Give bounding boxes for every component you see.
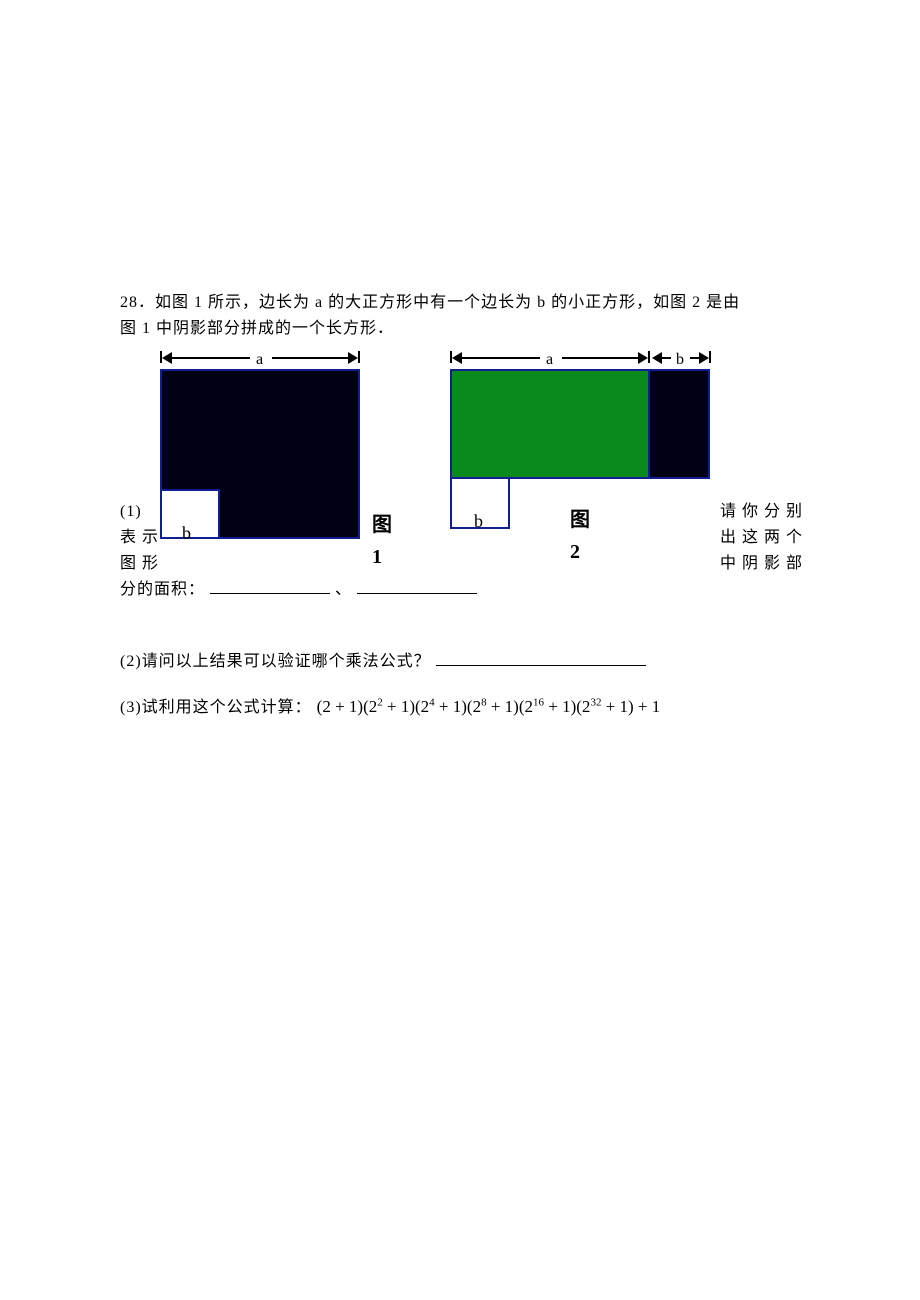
fig1-dimension-a: a — [160, 349, 360, 367]
figures-row: (1) 表 示 图 形 a b 图1 — [120, 349, 800, 569]
fig2-main-rect — [450, 369, 650, 479]
problem-stem: 28．如图 1 所示，边长为 a 的大正方形中有一个边长为 b 的小正方形，如图… — [120, 290, 800, 341]
part-2: (2)请问以上结果可以验证哪个乘法公式？ — [120, 649, 800, 675]
part1-right-l2: 出 这 两 个 — [720, 525, 810, 551]
fig1-small-cutout — [162, 489, 220, 537]
fig1-label-b: b — [182, 519, 191, 548]
part1-blank-2 — [357, 577, 477, 594]
part3-expression: (2 + 1)(22 + 1)(24 + 1)(28 + 1)(216 + 1)… — [317, 697, 661, 716]
fig2-label-b: b — [474, 507, 483, 536]
problem-28: 28．如图 1 所示，边长为 a 的大正方形中有一个边长为 b 的小正方形，如图… — [120, 290, 800, 720]
part1-tail-line: 分的面积： 、 — [120, 577, 477, 603]
fig2-side-rect — [650, 369, 710, 479]
part1-marker: (1) — [120, 499, 160, 525]
part1-left-l2: 表 示 — [120, 525, 160, 551]
fig1-big-square — [160, 369, 360, 539]
part1-tail-text: 分的面积： — [120, 581, 205, 598]
part1-left-l3: 图 形 — [120, 551, 160, 577]
part1-blank-1 — [210, 577, 330, 594]
stem-line-1: 如图 1 所示，边长为 a 的大正方形中有一个边长为 b 的小正方形，如图 2 … — [155, 294, 740, 311]
fig2-dimension-top: a b — [450, 349, 720, 367]
part1-right-l3: 中 阴 影 部 — [720, 551, 810, 577]
part-3: (3)试利用这个公式计算： (2 + 1)(22 + 1)(24 + 1)(28… — [120, 693, 800, 721]
fig1-caption: 图1 — [372, 509, 392, 573]
part1-separator: 、 — [335, 581, 352, 598]
problem-number: 28． — [120, 294, 155, 311]
fig2-caption: 图2 — [570, 504, 590, 568]
part2-blank — [436, 649, 646, 666]
part1-left-column: (1) 表 示 图 形 — [120, 499, 160, 577]
part1-right-column: 请 你 分 别 出 这 两 个 中 阴 影 部 — [720, 499, 810, 577]
part2-text: (2)请问以上结果可以验证哪个乘法公式？ — [120, 653, 431, 670]
part3-lead: (3)试利用这个公式计算： — [120, 699, 312, 716]
part1-right-l1: 请 你 分 别 — [720, 499, 810, 525]
stem-line-2: 图 1 中阴影部分拼成的一个长方形． — [120, 320, 394, 337]
